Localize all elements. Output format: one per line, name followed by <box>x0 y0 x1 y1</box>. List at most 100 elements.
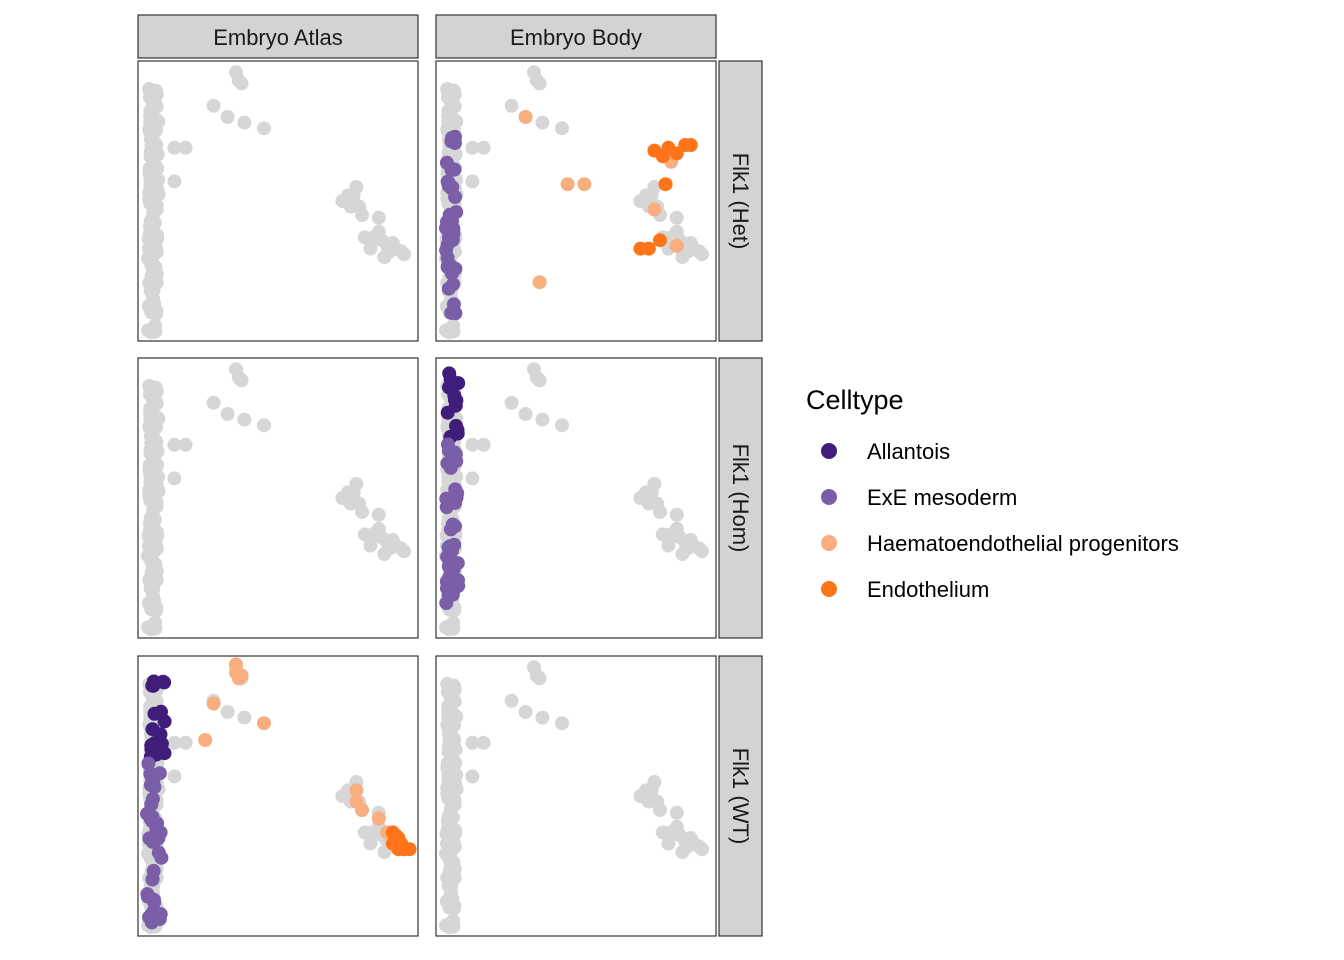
background-point <box>535 710 550 725</box>
celltype-point <box>669 238 684 253</box>
celltype-point <box>443 372 458 387</box>
background-point <box>476 140 491 155</box>
row-strips: Flk1 (Het) Flk1 (Hom) Flk1 (WT) <box>718 60 763 937</box>
celltype-point <box>257 716 271 731</box>
celltype-point <box>445 543 459 558</box>
background-point <box>143 123 158 138</box>
background-point <box>442 920 456 935</box>
background-point <box>661 538 676 553</box>
celltype-point <box>448 519 462 534</box>
facet-panel <box>137 655 419 937</box>
celltype-point <box>440 581 454 596</box>
facet-panel <box>435 60 717 342</box>
legend-title: Celltype <box>806 385 904 415</box>
background-point <box>220 110 235 124</box>
background-point <box>167 174 182 189</box>
celltype-point <box>402 842 417 857</box>
celltype-point <box>391 842 406 857</box>
background-point <box>504 98 519 113</box>
background-point <box>167 735 182 750</box>
background-point <box>695 842 709 857</box>
background-point <box>143 446 158 461</box>
legend-entry: Allantois <box>821 439 950 464</box>
facet-panel <box>435 357 717 639</box>
background-point <box>669 507 684 522</box>
background-point <box>441 744 456 759</box>
celltype-point <box>450 423 465 437</box>
facet-panel <box>137 60 419 342</box>
background-point <box>143 106 158 121</box>
background-point <box>532 373 547 388</box>
background-point <box>257 121 271 136</box>
celltype-point <box>440 250 455 265</box>
background-point <box>518 407 533 421</box>
celltype-point <box>439 596 454 610</box>
background-point <box>675 845 690 859</box>
background-point <box>147 181 162 196</box>
background-point <box>144 325 158 340</box>
celltype-point <box>371 811 386 826</box>
background-point <box>397 544 411 559</box>
column-strip: Embryo Atlas <box>137 14 419 59</box>
background-point <box>465 140 480 155</box>
panel-border <box>137 357 419 639</box>
background-point <box>143 403 158 418</box>
celltype-point <box>440 456 455 471</box>
background-point <box>695 544 709 559</box>
background-point <box>178 437 193 452</box>
celltype-point <box>577 177 592 192</box>
background-point <box>504 395 519 410</box>
background-point <box>442 808 457 823</box>
legend-key <box>821 581 837 597</box>
background-point <box>377 547 392 561</box>
background-point <box>476 735 491 750</box>
column-strip-label: Embryo Body <box>510 25 642 50</box>
legend-key <box>821 443 837 459</box>
background-point <box>355 208 369 222</box>
background-point <box>444 879 459 894</box>
background-point <box>178 735 193 750</box>
background-point <box>465 735 480 750</box>
column-strips: Embryo Atlas Embryo Body <box>137 14 717 59</box>
background-point <box>144 257 159 272</box>
background-point <box>237 710 252 725</box>
background-point <box>441 106 456 121</box>
background-point <box>669 224 684 239</box>
legend-label: Allantois <box>867 439 950 464</box>
background-point <box>465 769 480 784</box>
celltype-point <box>141 756 156 771</box>
celltype-point <box>355 803 369 817</box>
celltype-point <box>349 783 364 798</box>
background-point <box>220 705 235 719</box>
background-point <box>448 826 463 841</box>
celltype-point <box>448 129 462 144</box>
facet-panels <box>137 60 717 937</box>
legend-label: Endothelium <box>867 577 989 602</box>
background-point <box>555 716 569 731</box>
celltype-point <box>448 447 463 462</box>
background-point <box>465 174 480 189</box>
background-point <box>555 418 569 433</box>
background-point <box>535 115 550 130</box>
background-point <box>167 769 182 784</box>
background-point <box>234 373 249 388</box>
row-strip: Flk1 (Het) <box>718 60 763 342</box>
background-point <box>349 477 364 491</box>
celltype-point <box>145 834 160 849</box>
celltype-point <box>445 233 460 247</box>
celltype-point <box>439 491 454 506</box>
row-strip-label: Flk1 (Het) <box>728 153 753 250</box>
celltype-point <box>146 863 161 878</box>
column-strip-label: Embryo Atlas <box>213 25 343 50</box>
background-point <box>144 213 159 228</box>
background-point <box>532 76 547 91</box>
panel-border <box>137 655 419 937</box>
panel-border <box>435 357 717 639</box>
background-point <box>441 718 456 733</box>
row-strip: Flk1 (WT) <box>718 655 763 937</box>
panel-border <box>435 655 717 937</box>
background-point <box>237 412 252 427</box>
celltype-point <box>447 162 462 177</box>
background-point <box>518 705 533 719</box>
row-strip-label: Flk1 (WT) <box>728 748 753 845</box>
